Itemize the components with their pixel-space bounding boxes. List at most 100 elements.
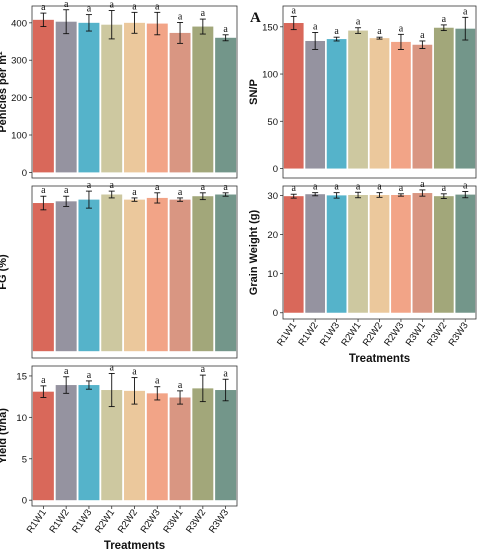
significance-letter: a [87,180,92,191]
y-axis-title: SN/P [248,79,260,105]
significance-letter: a [109,0,114,10]
bar-R3W3 [215,390,237,501]
bar-R2W2 [124,390,145,501]
bar-R1W2 [305,40,326,169]
x-axis-title: Treatments [104,540,165,550]
x-tick-label: R2W3 [382,320,406,348]
x-axis-title: Treatments [349,353,410,365]
y-tick-label: 10 [16,413,27,424]
bar-R3W3 [215,37,237,173]
bar-R1W3 [78,22,100,173]
significance-letter: a [201,182,206,193]
bar-R1W1 [283,196,304,313]
x-tick-label: R3W3 [447,320,471,348]
bar-R1W3 [78,199,100,352]
bar-R3W2 [433,196,454,313]
x-tick-label: R2W1 [339,320,363,348]
y-tick-label: 50 [267,117,278,128]
significance-letter: a [201,8,206,19]
significance-letter: a [178,11,183,22]
bar-R3W1 [169,32,191,173]
x-tick-label: R2W2 [361,320,385,348]
bar-R1W1 [32,19,54,173]
significance-letter: a [132,1,137,12]
bar-R2W2 [124,199,145,352]
y-tick-label: 20 [267,230,278,241]
significance-letter: a [132,187,137,198]
bar-R2W3 [146,393,168,501]
significance-letter: a [155,1,160,12]
bar-R3W2 [433,27,454,169]
y-tick-label: 300 [11,56,27,67]
significance-letter: a [178,187,183,198]
x-tick-label: R3W1 [404,320,428,348]
y-tick-label: 15 [16,371,27,382]
significance-letter: a [64,366,69,377]
significance-letter: a [377,182,382,193]
significance-letter: a [109,180,114,191]
y-tick-label: 150 [262,22,278,33]
x-tick-label: R3W2 [184,507,208,535]
significance-letter: a [334,26,339,37]
bar-R2W2 [369,38,390,169]
bar-R3W1 [412,193,433,313]
significance-letter: a [41,2,46,13]
y-tick-label: 30 [267,191,278,202]
chart-panel-3: FG (%) a a a a a a a a a [0,180,238,359]
bar-R3W2 [192,26,214,173]
bar-R3W2 [192,196,214,352]
bar-R2W3 [391,41,411,169]
significance-letter: a [377,26,382,37]
y-tick-label: 100 [11,131,27,142]
significance-letter: a [178,380,183,391]
significance-letter: a [420,179,425,190]
bar-R2W1 [348,30,368,169]
x-tick-label: R1W2 [47,507,71,535]
bar-R2W2 [369,194,390,313]
bar-R3W1 [169,397,191,501]
bar-R2W1 [101,24,123,173]
significance-letter: a [291,5,296,16]
y-axis-title: Yield (t/ha) [0,408,9,464]
significance-letter: a [399,183,404,194]
x-tick-label: R2W1 [93,507,117,535]
chart-panel-5: 0 5 10 15 Yield (t/ha) a R1W1 a R1W2 a R1W3 a R2W1 a R… [0,362,238,550]
bar-R1W1 [283,23,304,169]
bar-R1W2 [305,194,326,313]
y-axis-title: Grain Weight (g) [248,209,260,295]
bar-R1W1 [32,391,54,501]
x-tick-label: R3W3 [207,507,231,535]
bar-R1W2 [55,385,77,501]
x-tick-label: R1W1 [275,320,299,348]
bar-R2W1 [101,390,123,501]
y-tick-label: 200 [11,93,27,104]
y-tick-label: 10 [267,269,278,280]
chart-panel-1: 0 100 200 300 400 Penicles per m² a a a a a a a a a [0,0,238,179]
significance-letter: a [155,376,160,387]
significance-letter: a [64,0,69,10]
y-axis-title: Penicles per m² [0,51,9,133]
y-tick-label: 0 [273,308,278,319]
significance-letter: a [41,375,46,386]
significance-letter: a [463,6,468,17]
significance-letter: a [313,182,318,193]
bar-R2W1 [101,194,123,352]
x-tick-label: R3W1 [161,507,185,535]
y-tick-label: 100 [262,70,278,81]
bar-R3W1 [412,44,433,169]
significance-letter: a [109,362,114,373]
chart-panel-4: 0 10 20 30 Grain Weight (g) a R1W1 a R1W2 a R1W3 a R… [248,179,477,365]
significance-letter: a [132,367,137,378]
bar-R2W3 [146,23,168,173]
bar-R3W2 [192,388,214,501]
bar-R2W2 [124,22,145,173]
x-tick-label: R1W1 [25,507,49,535]
panel-letter: A [250,10,261,26]
significance-letter: a [420,30,425,41]
bar-R1W2 [55,201,77,352]
y-axis-title: FG (%) [0,254,9,290]
significance-letter: a [399,23,404,34]
significance-letter: a [291,183,296,194]
bar-R1W1 [32,203,54,352]
